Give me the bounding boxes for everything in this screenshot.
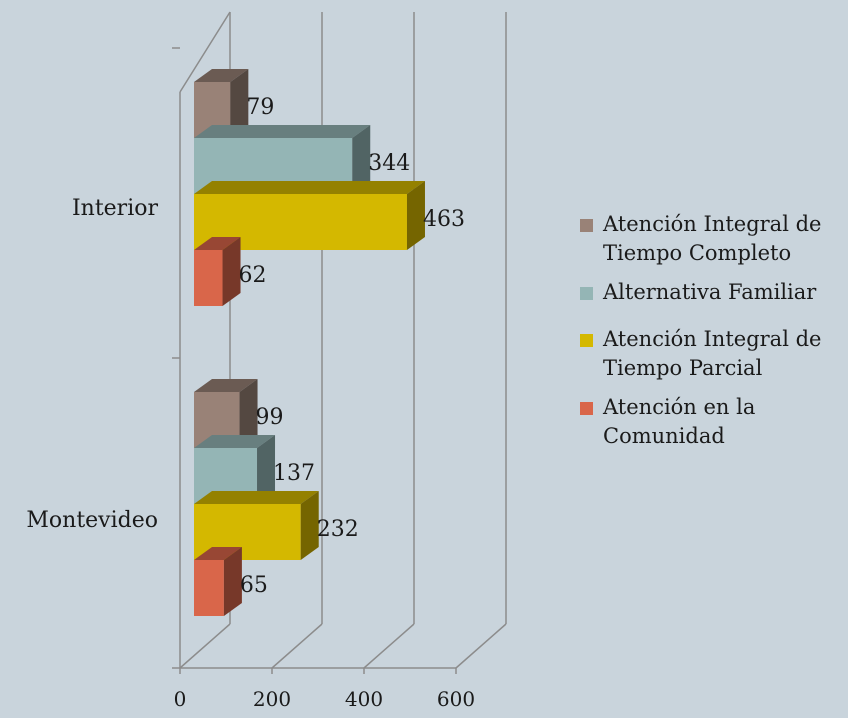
legend-label: Atención Integral de Tiempo Completo [603, 212, 822, 265]
chart-legend: Atención Integral de Tiempo Completo Alt… [580, 210, 848, 461]
bar-side-face [257, 435, 276, 504]
legend-item-comunidad: Atención en la Comunidad [580, 393, 848, 451]
bar-top-face [194, 379, 258, 392]
bar-top-face [194, 69, 249, 82]
bar-top-face [194, 491, 319, 504]
legend-item-tiempo-completo: Atención Integral de Tiempo Completo [580, 210, 848, 268]
bar-top-face [194, 237, 241, 250]
legend-swatch [580, 402, 593, 415]
x-tick-label: 200 [253, 687, 291, 711]
top-edge-line [179, 11, 231, 93]
legend-label: Atención en la Comunidad [603, 395, 756, 448]
data-label: 463 [423, 207, 465, 232]
category-label: Interior [72, 196, 159, 221]
data-label: 79 [246, 95, 274, 120]
floor-gridline [363, 623, 415, 669]
legend-item-alternativa-familiar: Alternativa Familiar [580, 278, 848, 307]
bar-top-face [194, 181, 425, 194]
bar [194, 560, 224, 616]
bar-side-face [230, 69, 249, 138]
floor-gridline [179, 623, 231, 669]
legend-swatch [580, 287, 593, 300]
bar-top-face [194, 125, 371, 138]
bar-top-face [194, 547, 242, 560]
data-label: 137 [273, 461, 315, 486]
bar-side-face [222, 237, 241, 306]
data-label: 62 [239, 263, 267, 288]
legend-swatch [580, 334, 593, 347]
data-label: 65 [240, 573, 268, 598]
legend-item-tiempo-parcial: Atención Integral de Tiempo Parcial [580, 325, 848, 383]
legend-label: Atención Integral de Tiempo Parcial [603, 327, 822, 380]
floor-gridline [271, 623, 323, 669]
floor-gridline [455, 623, 507, 669]
x-tick-label: 400 [345, 687, 383, 711]
bar-side-face [239, 379, 258, 448]
x-tick-label: 600 [437, 687, 475, 711]
bar-side-face [352, 125, 371, 194]
bar-side-face [406, 181, 425, 250]
bar-top-face [194, 435, 276, 448]
x-tick-label: 0 [174, 687, 187, 711]
data-label: 99 [256, 405, 284, 430]
bar-side-face [223, 547, 242, 616]
category-label: Montevideo [26, 508, 158, 533]
legend-label: Alternativa Familiar [603, 280, 817, 304]
data-label: 344 [368, 151, 410, 176]
data-label: 232 [317, 517, 359, 542]
bar [194, 250, 223, 306]
legend-swatch [580, 219, 593, 232]
bar-side-face [300, 491, 319, 560]
